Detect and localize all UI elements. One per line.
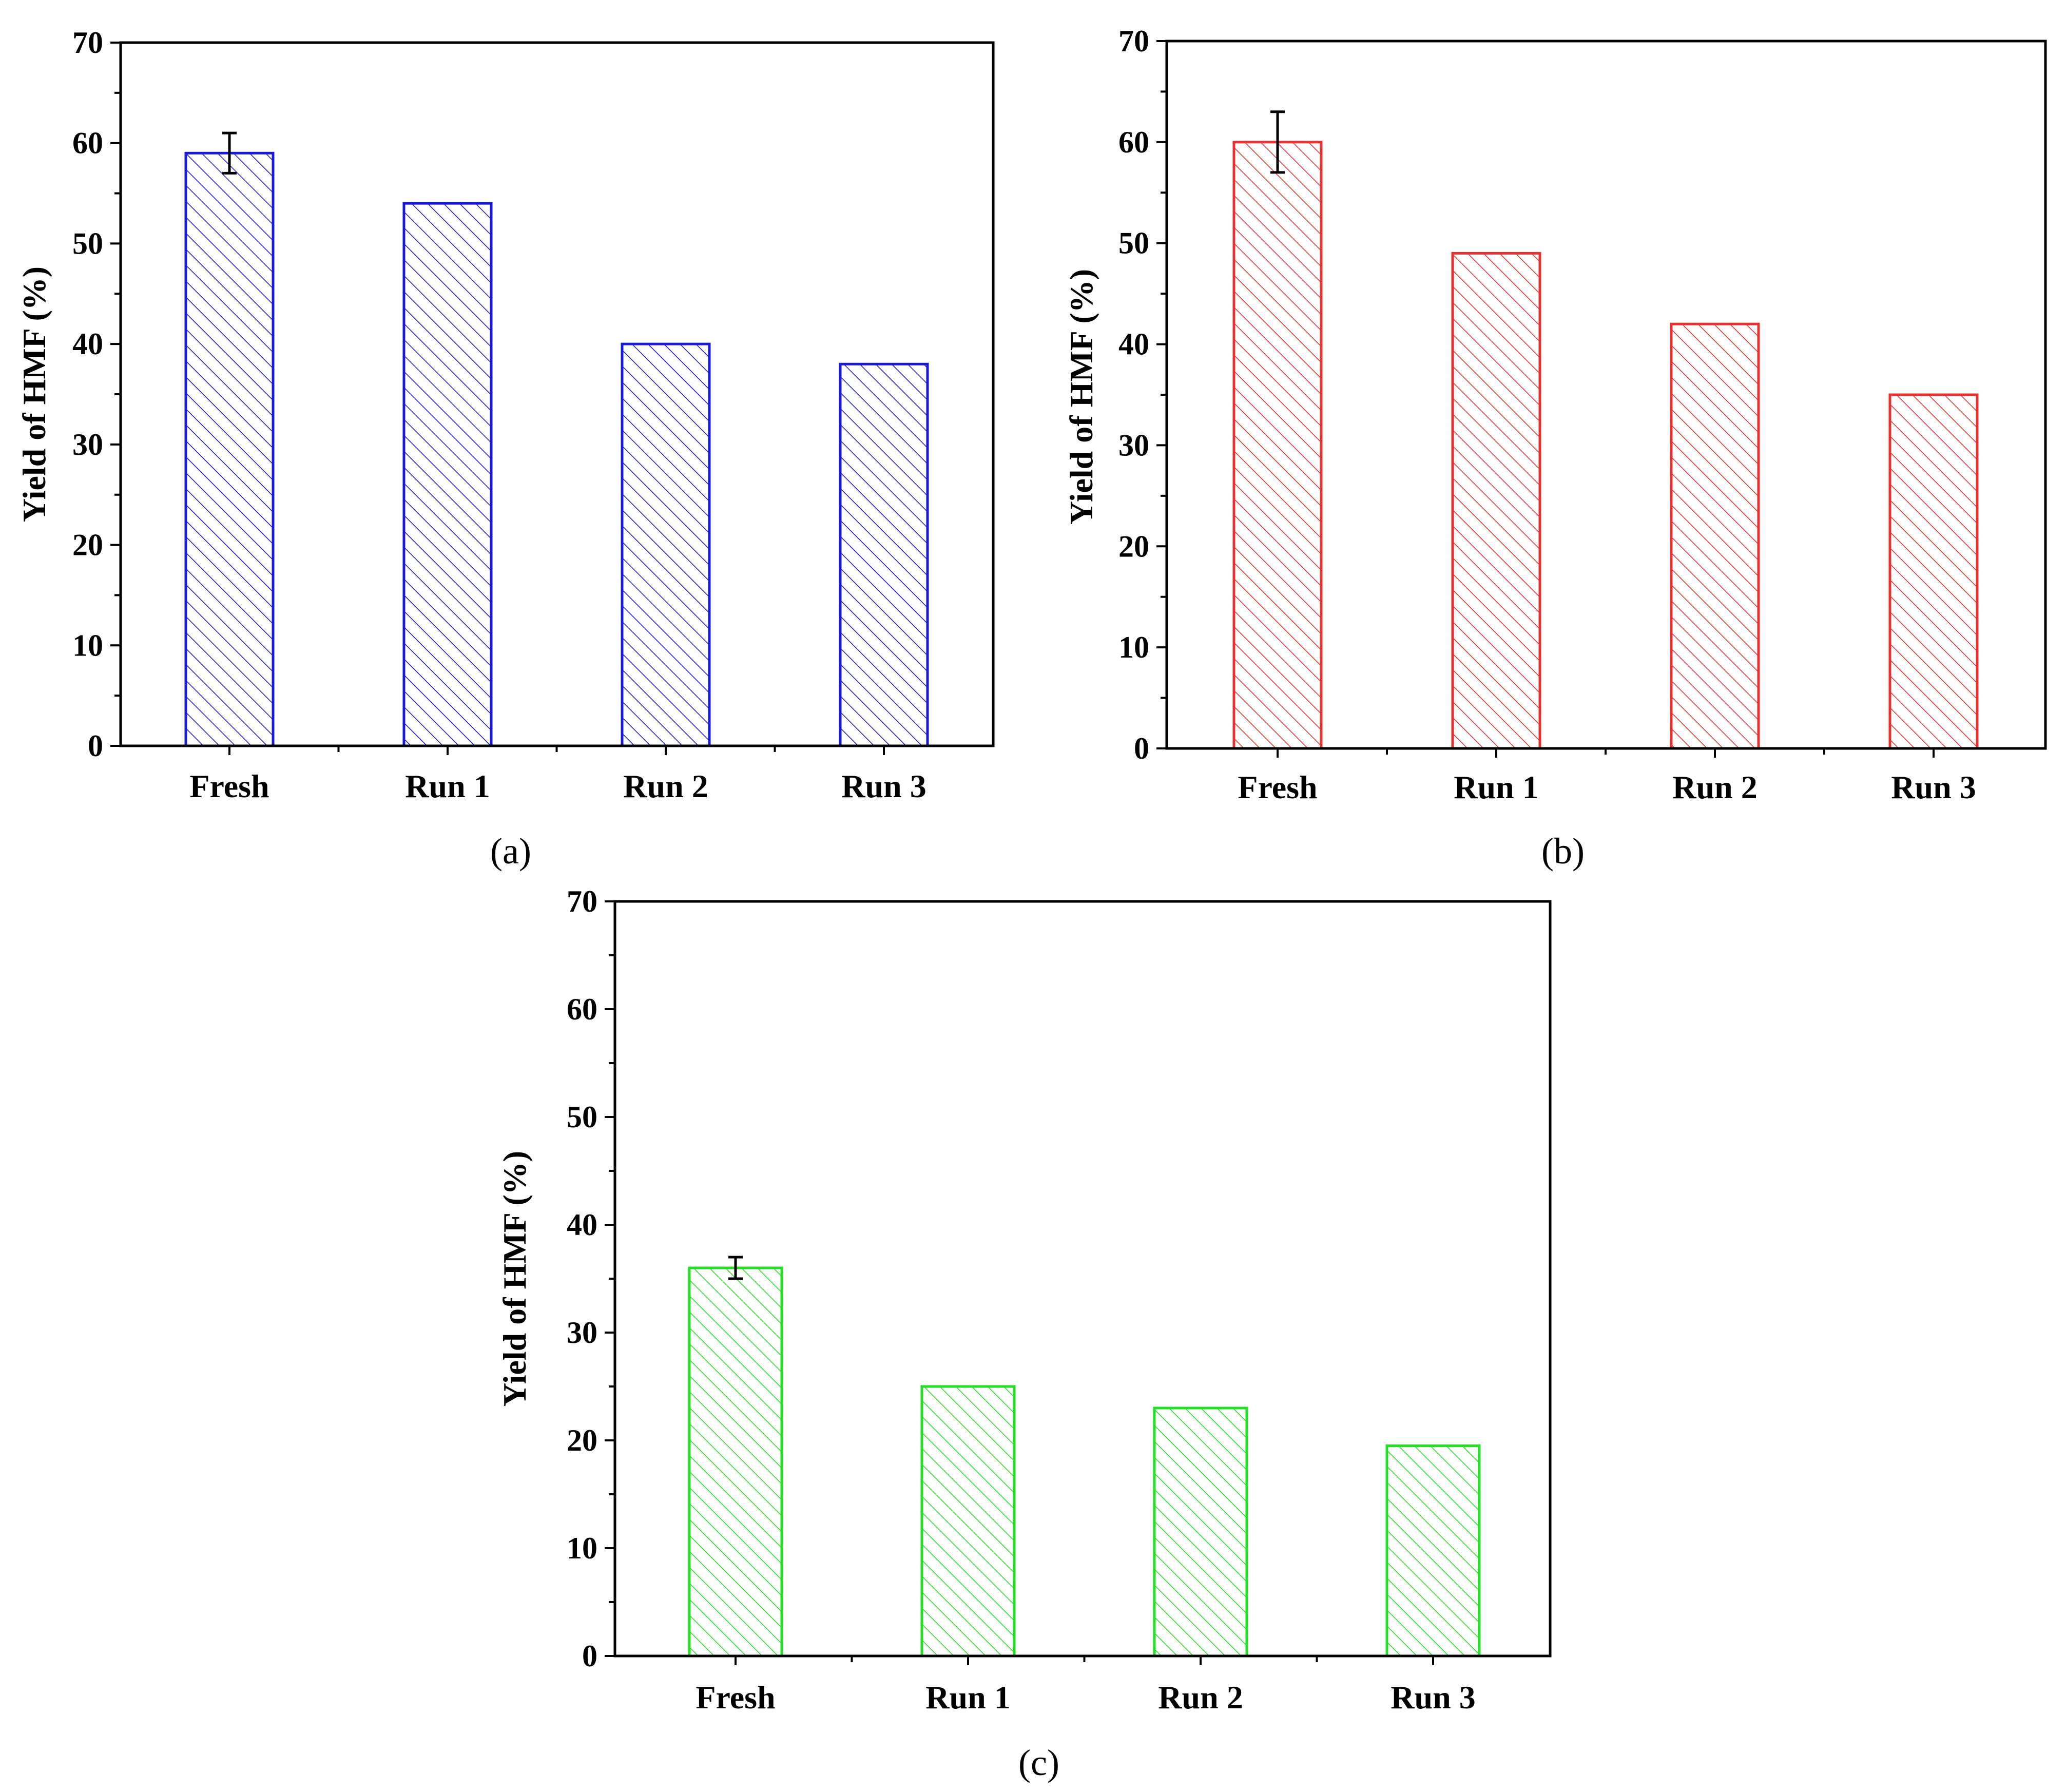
chart-panel-b: Yield of HMF (%) (b) Fresh Run 1 Run 2 Run … [1063,24,2047,872]
y-tick-label: 70 [72,26,103,60]
y-tick-label: 60 [567,992,597,1026]
y-tick-label: 20 [72,528,103,562]
bar-run-1 [402,202,493,747]
y-tick-label: 40 [567,1208,597,1242]
chart-panel-a: Yield of HMF (%) (a) Fresh Run 1 Run 2 Run … [16,26,995,872]
y-axis-title: Yield of HMF (%) [496,1151,533,1406]
y-tick-label: 30 [72,428,103,461]
y-tick-label: 70 [1118,24,1149,58]
y-tick-label: 30 [1118,428,1149,462]
bar-fresh [1232,141,1323,750]
x-tick-label: Run 2 [623,768,708,804]
bar-run-2 [621,342,711,747]
panel-label: (b) [1541,831,1585,872]
y-tick-label: 40 [1118,327,1149,361]
y-tick-label: 50 [1118,226,1149,260]
bar-fresh [184,151,275,747]
panel-label: (a) [490,831,531,872]
y-tick-label: 50 [72,226,103,260]
x-tick-label: Run 1 [1454,769,1538,805]
bar-run-1 [1451,252,1541,750]
y-axis-title: Yield of HMF (%) [1063,269,1099,525]
x-tick-label: Run 1 [925,1679,1010,1716]
y-tick-label: 0 [88,729,103,763]
error-bar [222,131,237,175]
y-tick-label: 0 [582,1639,597,1673]
x-tick-label: Run 1 [405,768,490,804]
x-tick-label: Fresh [189,768,269,804]
y-tick-label: 70 [567,884,597,918]
x-tick-label: Run 2 [1158,1679,1243,1716]
y-tick-label: 20 [567,1423,597,1457]
error-bar [1270,110,1285,174]
y-tick-label: 10 [72,628,103,662]
x-tick-label: Run 3 [1391,1679,1475,1716]
bar-run-3 [839,362,929,747]
y-tick-label: 50 [567,1100,597,1134]
y-tick-label: 40 [72,327,103,361]
y-tick-label: 10 [567,1531,597,1565]
y-tick-label: 0 [1134,731,1149,765]
y-tick-label: 60 [1118,125,1149,159]
bar-run-2 [1153,1406,1248,1658]
y-tick-label: 30 [567,1316,597,1350]
bar-run-3 [1385,1444,1481,1658]
bar-run-2 [1670,322,1760,750]
y-axis-title: Yield of HMF (%) [16,266,52,522]
bar-run-3 [1888,393,1979,750]
y-tick-label: 20 [1118,529,1149,563]
x-tick-label: Fresh [696,1679,775,1716]
x-tick-label: Run 3 [1891,769,1976,805]
chart-panel-c: Yield of HMF (%) (c) Fresh Run 1 Run 2 Run … [496,884,1552,1783]
y-tick-label: 60 [72,126,103,160]
x-tick-label: Fresh [1238,769,1317,805]
bar-run-1 [920,1385,1016,1658]
y-tick-label: 10 [1118,630,1149,664]
x-tick-label: Run 2 [1672,769,1757,805]
x-tick-label: Run 3 [841,768,926,804]
bar-fresh [688,1266,783,1658]
panel-label: (c) [1018,1742,1059,1783]
error-bar [728,1256,743,1280]
